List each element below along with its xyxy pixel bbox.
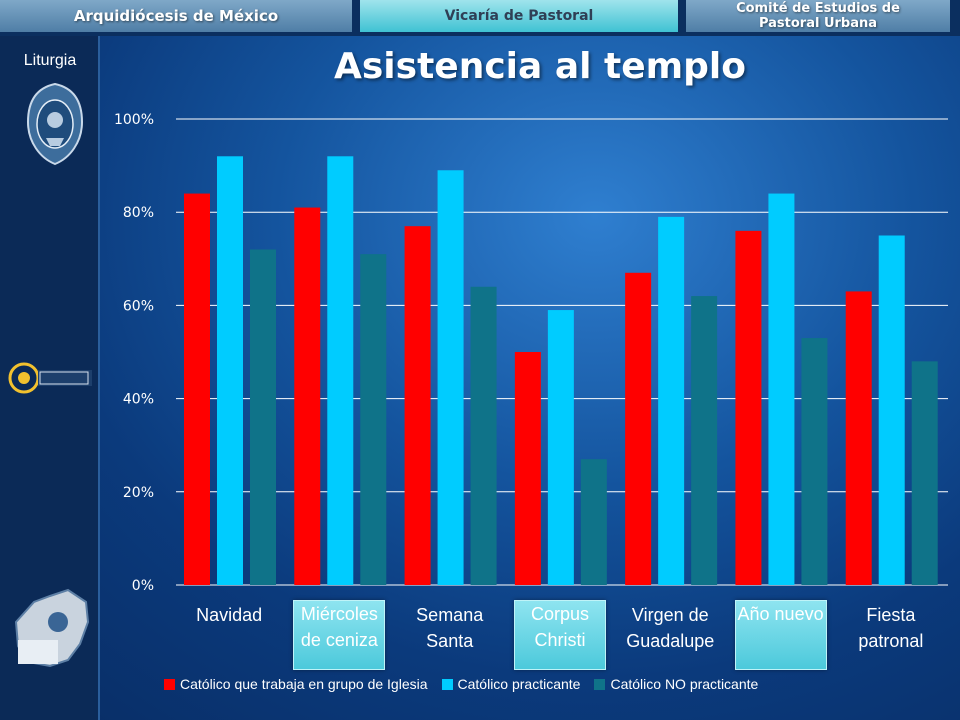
- bar-2-6: [768, 193, 795, 585]
- legend-item-grupo: Católico que trabaja en grupo de Iglesia: [164, 676, 428, 692]
- banner-comite-line2: Pastoral Urbana: [758, 16, 878, 31]
- banner-comite: Comité de Estudios de Pastoral Urbana: [686, 0, 950, 32]
- sidebar-section-label: Liturgia: [23, 52, 77, 69]
- category-label-7: Fiesta patronal: [858, 605, 924, 651]
- bar-chart: 0% 20% 40% 60% 80% 100%: [114, 112, 948, 594]
- consejo-pastoral-logo-icon: [14, 588, 90, 668]
- seal-logo-icon: [26, 82, 84, 166]
- y-tick-label: 40%: [123, 392, 154, 408]
- left-sidebar: Liturgia: [0, 36, 100, 720]
- banner-comite-line1: Comité de Estudios de: [736, 1, 900, 16]
- legend-item-no-practicante: Católico NO practicante: [594, 676, 758, 692]
- category-label-2: Miércoles de ceniza: [293, 600, 386, 670]
- bar-3-2: [360, 254, 387, 585]
- pastoral-logo-icon: [8, 362, 92, 394]
- legend-item-practicante: Católico practicante: [441, 676, 581, 692]
- bar-2-1: [217, 156, 243, 585]
- bar-3-3: [470, 286, 497, 585]
- category-label-4: Corpus Christi: [514, 600, 606, 670]
- legend-label-practicante: Católico practicante: [457, 676, 581, 692]
- bar-2-3: [437, 170, 464, 585]
- bar-1-7: [845, 291, 872, 585]
- bar-2-2: [327, 156, 354, 585]
- banner-vicaria: Vicaría de Pastoral: [360, 0, 678, 32]
- bar-3-6: [801, 338, 828, 585]
- banner-arquidiocesis: Arquidiócesis de México: [0, 0, 352, 32]
- y-tick-label: 100%: [114, 112, 154, 128]
- category-label-6: Año nuevo: [734, 600, 827, 670]
- chart-title: Asistencia al templo: [334, 46, 746, 87]
- legend-label-no-practicante: Católico NO practicante: [610, 676, 759, 692]
- bar-3-7: [911, 361, 938, 585]
- category-label-3: Semana Santa: [416, 605, 484, 651]
- legend-label-grupo: Católico que trabaja en grupo de Iglesia: [180, 676, 428, 692]
- y-tick-label: 0%: [132, 578, 154, 594]
- bar-3-5: [691, 296, 718, 585]
- y-tick-label: 80%: [123, 205, 154, 221]
- bar-3-4: [580, 459, 607, 585]
- bar-1-3: [404, 226, 431, 585]
- bar-1-6: [735, 230, 762, 585]
- bar-2-7: [878, 235, 905, 585]
- bar-3-1: [250, 249, 276, 586]
- category-label-1: Navidad: [196, 605, 263, 625]
- legend-swatch-practicante: [441, 678, 453, 690]
- bar-2-4: [547, 310, 574, 585]
- bar-1-2: [294, 207, 321, 585]
- y-tick-label: 20%: [123, 485, 154, 501]
- bar-1-5: [625, 272, 652, 585]
- bar-1-4: [514, 352, 541, 585]
- bar-1-1: [184, 193, 210, 585]
- bar-2-5: [658, 216, 685, 586]
- legend-swatch-no-practicante: [594, 678, 606, 690]
- top-banner: Arquidiócesis de México Vicaría de Pasto…: [0, 0, 960, 36]
- category-label-5: Virgen de Guadalupe: [626, 605, 715, 651]
- y-tick-label: 60%: [123, 298, 154, 314]
- legend-swatch-grupo: [164, 678, 175, 690]
- chart-legend: Católico que trabaja en grupo de Iglesia…: [164, 676, 758, 692]
